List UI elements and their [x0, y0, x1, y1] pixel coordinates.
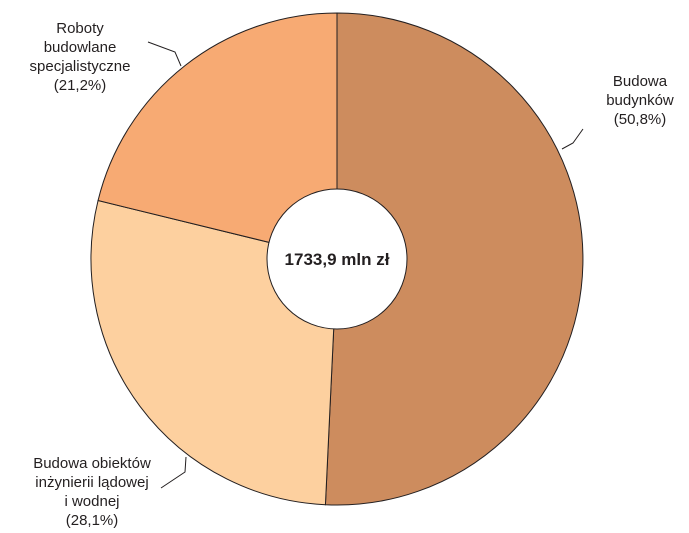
slice-label-0-line-1: budynków [606, 92, 674, 109]
slice-label-0: Budowa budynków (50,8%) [606, 73, 674, 128]
leader-line-0 [561, 128, 584, 150]
leader-line-1 [160, 456, 187, 489]
slices-group [90, 12, 584, 506]
slice-label-1-line-2: i wodnej [64, 493, 119, 510]
leader-lines-group [147, 41, 584, 489]
slice-label-1-line-1: inżynierii lądowej [35, 474, 148, 491]
slice-label-1: Budowa obiektów inżynierii lądowej i wodne… [33, 455, 151, 529]
donut-hole [266, 188, 408, 330]
pie-slice-0 [324, 12, 584, 506]
pie-slice-2 [97, 12, 338, 260]
slice-label-0-line-0: Budowa [613, 73, 668, 90]
center-total-label: 1733,9 mln zł [285, 250, 390, 269]
slice-label-2: Roboty budowlane specjalistyczne (21,2%) [30, 20, 131, 94]
slice-label-2-line-0: Roboty [56, 20, 104, 37]
slice-label-2-line-1: budowlane [44, 39, 117, 56]
slice-label-2-line-3: (21,2%) [54, 77, 107, 94]
leader-line-2 [147, 41, 182, 67]
slice-label-1-line-3: (28,1%) [66, 512, 119, 529]
slice-label-1-line-0: Budowa obiektów [33, 455, 151, 472]
slice-label-2-line-2: specjalistyczne [30, 58, 131, 75]
slice-label-0-line-2: (50,8%) [614, 111, 667, 128]
slice-labels-group: Budowa budynków (50,8%) Budowa obiektów inży… [30, 20, 674, 529]
